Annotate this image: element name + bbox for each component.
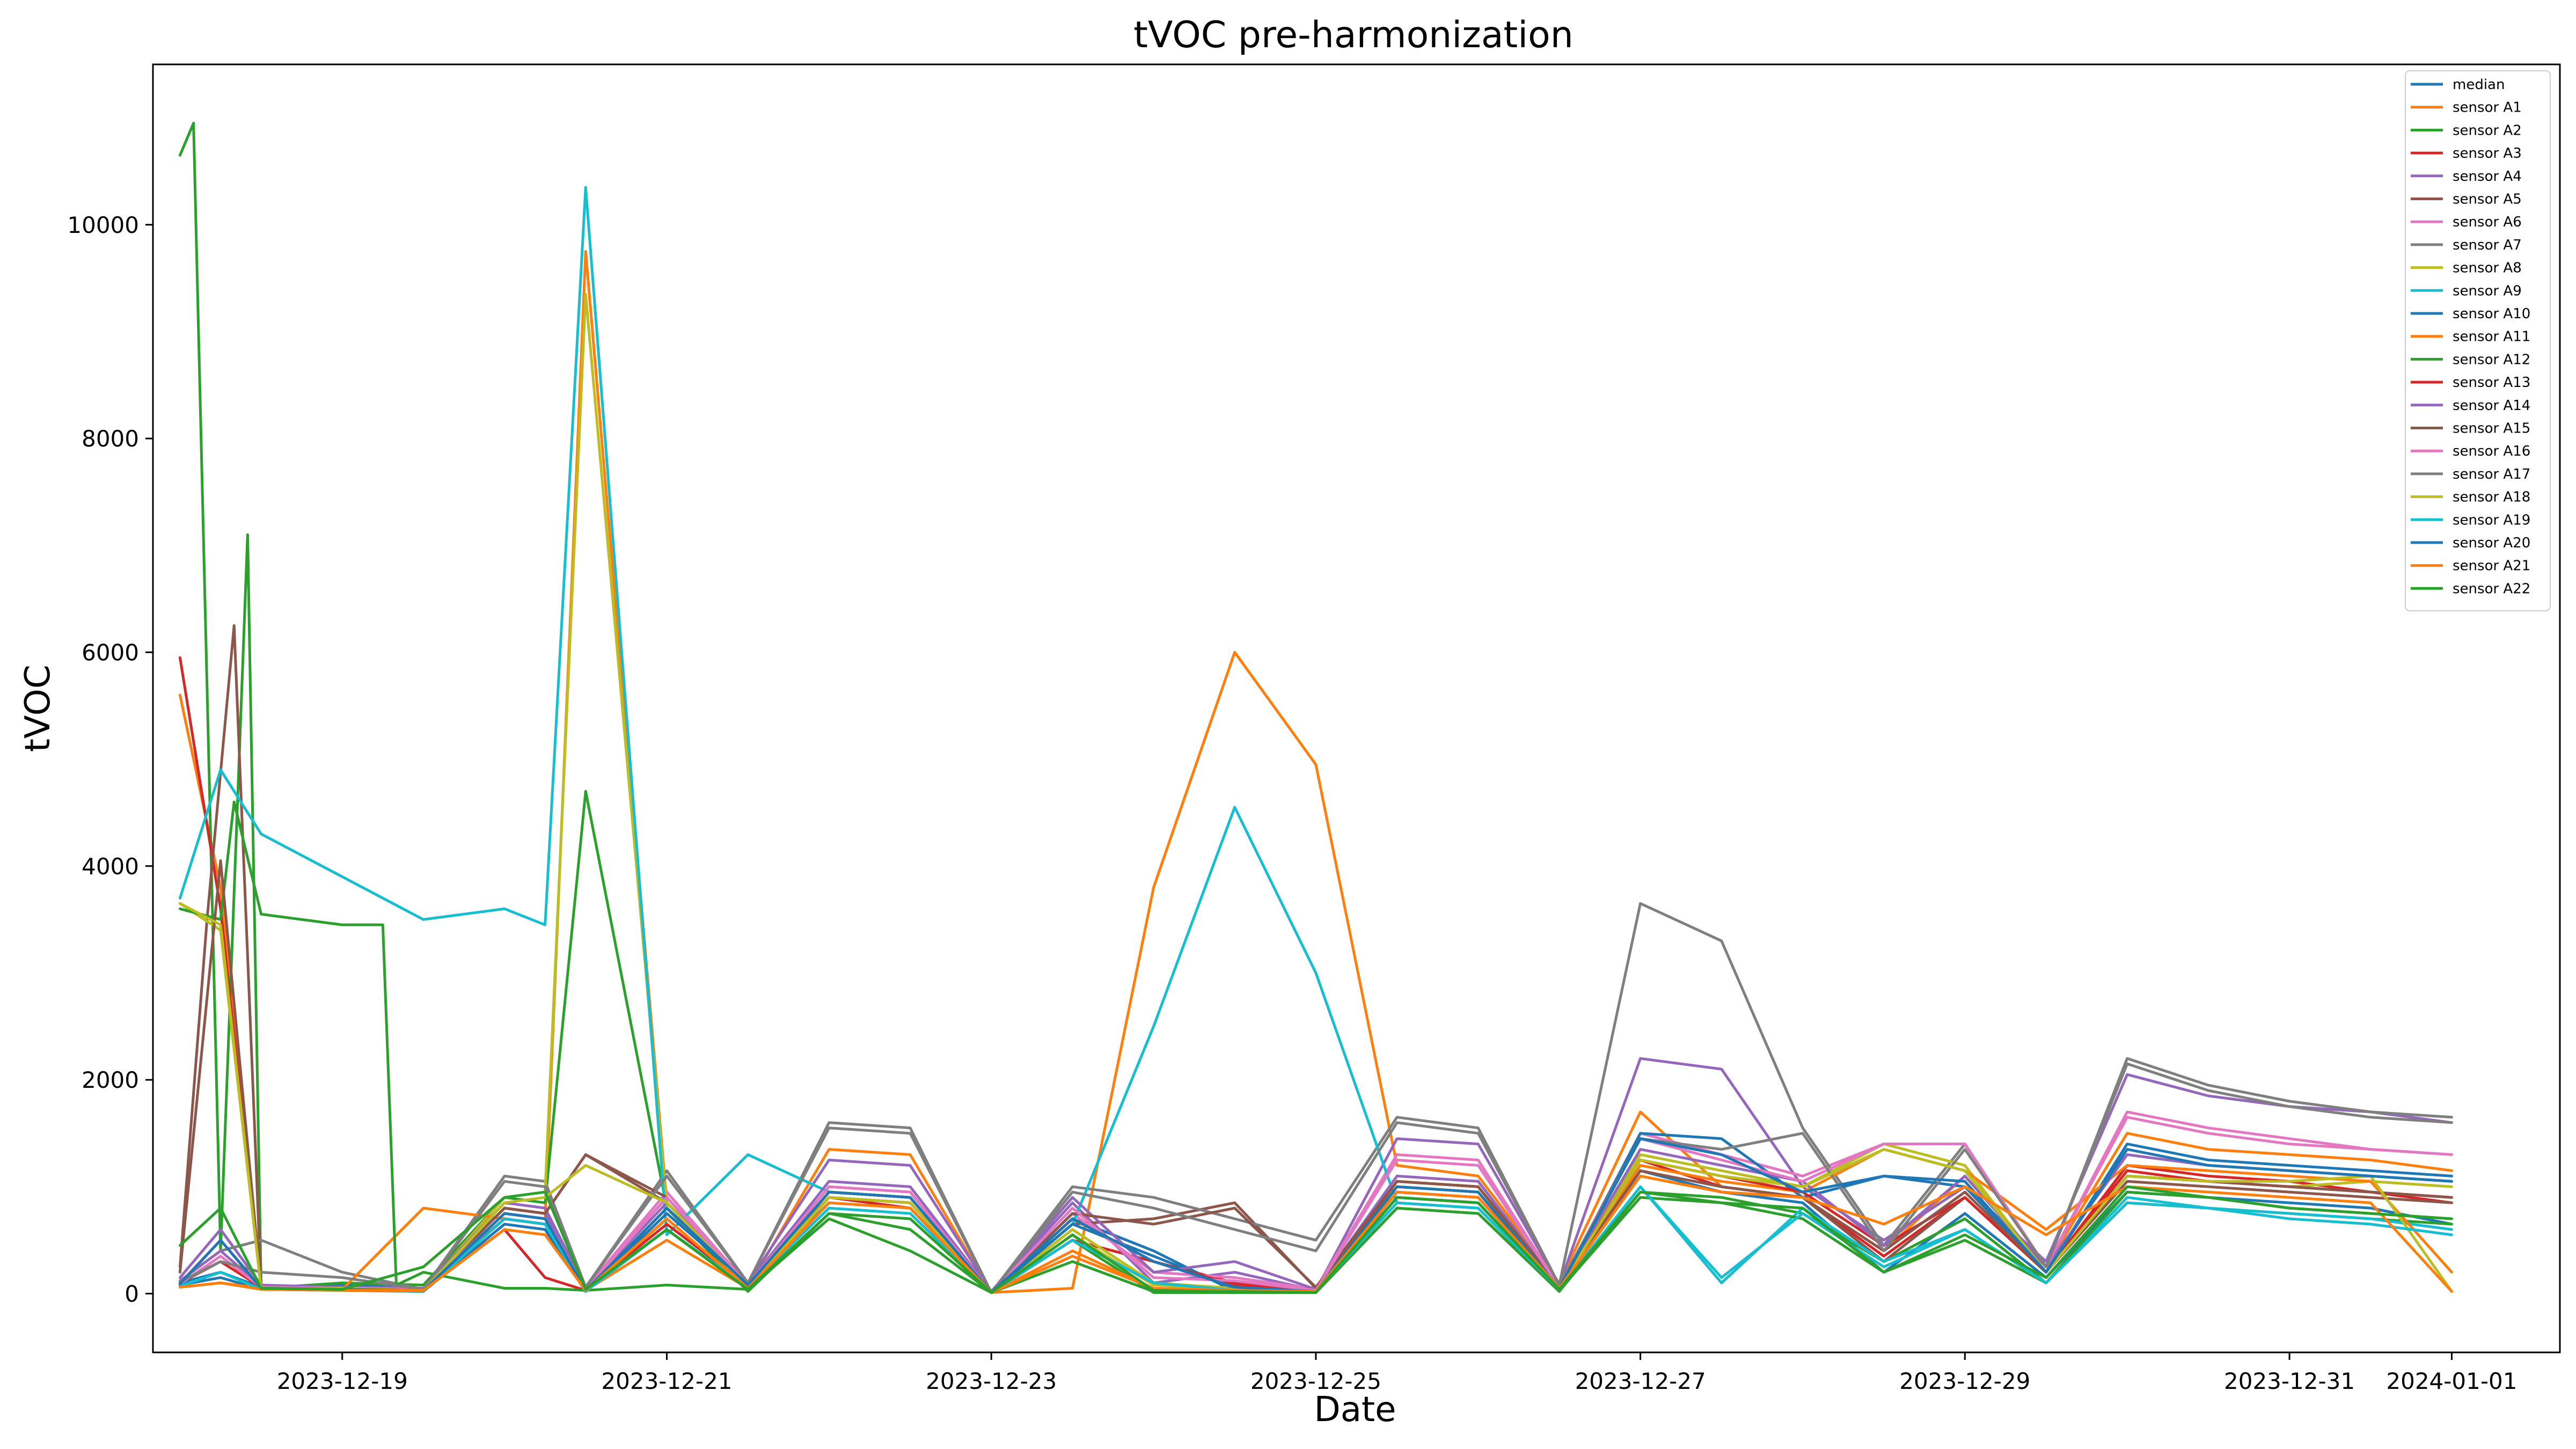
chart-title: tVOC pre-harmonization: [1133, 14, 1574, 56]
legend: median sensor A1 sensor A2 sensor A3 sensor …: [2405, 70, 2551, 612]
plot-frame: [152, 63, 2561, 1353]
legend-label: sensor A16: [2453, 443, 2530, 459]
legend-label: sensor A11: [2453, 329, 2530, 345]
y-axis-label: tVOC: [18, 665, 58, 752]
legend-label: sensor A15: [2453, 421, 2530, 437]
y-axis: 0 2000 4000 6000 8000 10000: [67, 212, 153, 1307]
y-tick-label: 0: [125, 1280, 139, 1307]
legend-label: sensor A2: [2453, 122, 2522, 138]
series-line-sensor-a17: [178, 1062, 2453, 1294]
x-tick-label: 2023-12-31: [2224, 1368, 2355, 1394]
legend-label: sensor A12: [2453, 352, 2530, 368]
x-tick-label: 2023-12-21: [601, 1368, 732, 1394]
y-tick-label: 2000: [82, 1067, 139, 1093]
plot-area: [178, 122, 2453, 1294]
legend-label: sensor A19: [2453, 512, 2530, 528]
legend-label: sensor A21: [2453, 558, 2530, 574]
x-tick-label: 2023-12-29: [1899, 1368, 2030, 1394]
legend-label: sensor A20: [2453, 535, 2530, 551]
y-tick-label: 10000: [67, 212, 139, 238]
legend-label: sensor A1: [2453, 100, 2522, 116]
series-line-sensor-a20: [178, 1137, 2453, 1294]
x-tick-label: 2023-12-23: [926, 1368, 1057, 1394]
x-tick-label: 2023-12-19: [277, 1368, 408, 1394]
y-tick-label: 4000: [82, 853, 139, 880]
legend-label: sensor A17: [2453, 466, 2530, 482]
legend-label: sensor A6: [2453, 214, 2522, 230]
legend-label: sensor A3: [2453, 145, 2522, 162]
y-tick-label: 8000: [82, 426, 139, 452]
x-tick-label: 2023-12-25: [1250, 1368, 1381, 1394]
legend-label: sensor A14: [2453, 398, 2530, 414]
series-line-sensor-a12: [178, 800, 2453, 1294]
legend-label: sensor A22: [2453, 581, 2530, 597]
x-tick-label: 2024-01-01: [2386, 1368, 2517, 1394]
x-axis: 2023-12-19 2023-12-21 2023-12-23 2023-12-25…: [277, 1352, 2517, 1394]
legend-label: sensor A18: [2453, 489, 2530, 506]
legend-label: sensor A5: [2453, 192, 2522, 208]
legend-box: [2405, 70, 2551, 612]
series-line-sensor-a22: [178, 1185, 2453, 1294]
x-axis-label: Date: [1314, 1390, 1396, 1430]
legend-label: sensor A7: [2453, 237, 2522, 253]
y-tick-label: 6000: [82, 639, 139, 665]
legend-label: median: [2453, 77, 2505, 93]
legend-label: sensor A13: [2453, 375, 2530, 391]
x-tick-label: 2023-12-27: [1575, 1368, 1706, 1394]
legend-label: sensor A10: [2453, 306, 2530, 322]
legend-label: sensor A4: [2453, 169, 2522, 185]
legend-label: sensor A8: [2453, 260, 2522, 276]
legend-label: sensor A9: [2453, 283, 2522, 299]
